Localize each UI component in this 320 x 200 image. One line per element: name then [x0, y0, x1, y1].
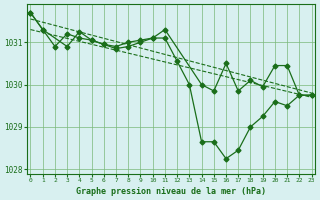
X-axis label: Graphe pression niveau de la mer (hPa): Graphe pression niveau de la mer (hPa)	[76, 187, 266, 196]
